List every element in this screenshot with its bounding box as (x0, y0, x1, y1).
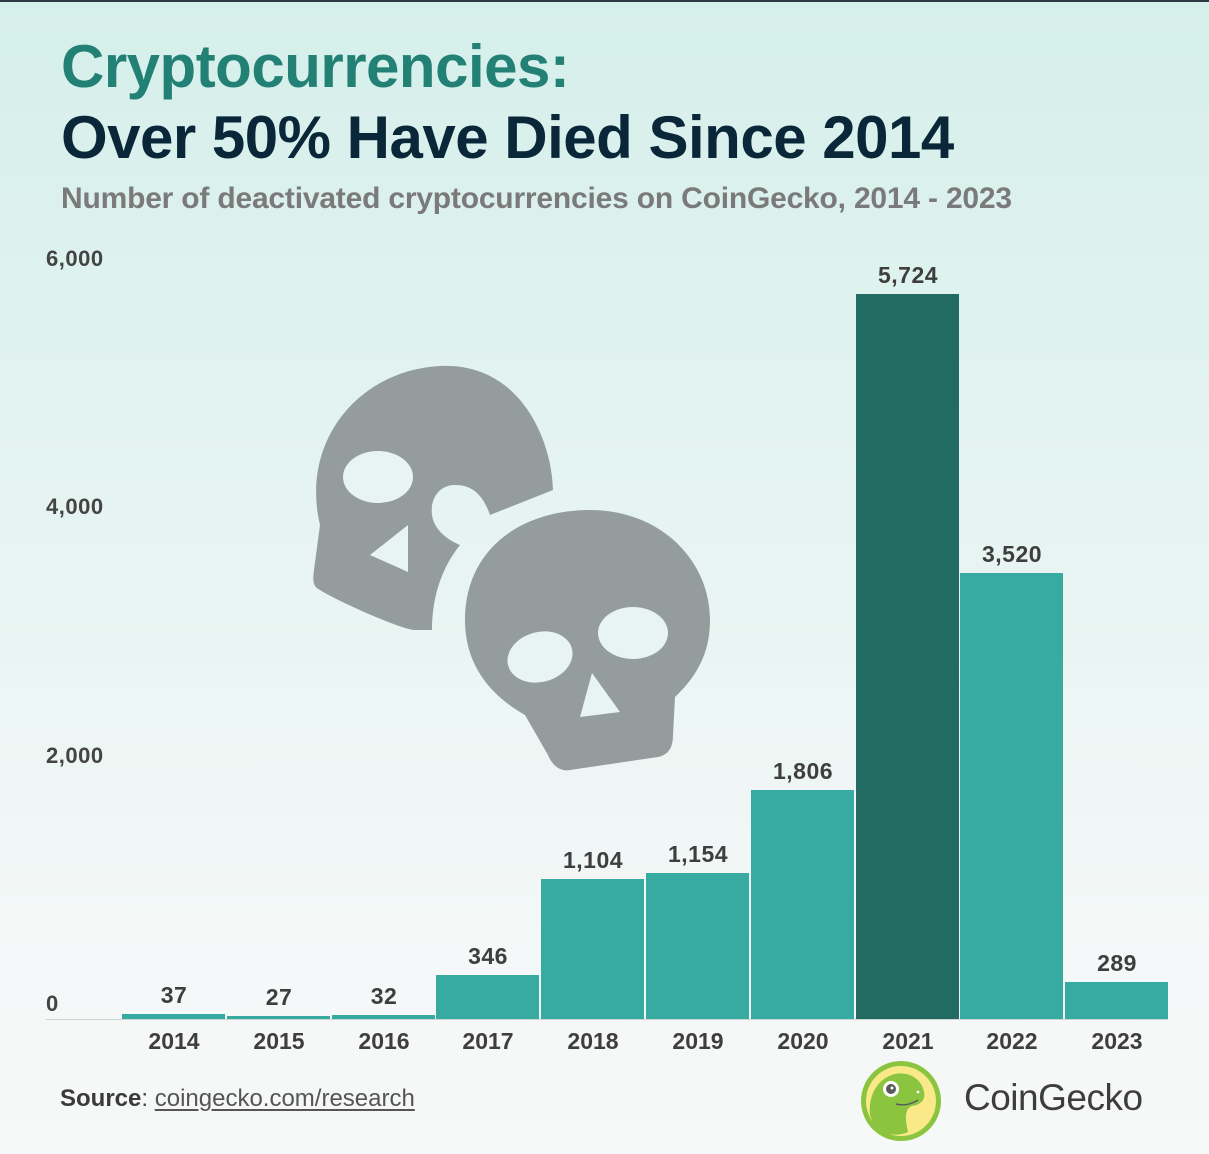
x-tick-label: 2015 (253, 1028, 305, 1054)
bar-2019 (646, 873, 749, 1019)
bar-value-label: 346 (468, 943, 508, 969)
bar-2016 (332, 1015, 435, 1019)
y-tick-2000: 2,000 (46, 743, 104, 768)
bar-value-label: 1,806 (772, 758, 834, 784)
top-border (0, 0, 1209, 2)
x-tick-label: 2022 (986, 1028, 1038, 1054)
x-axis-line (46, 1019, 1168, 1020)
source-note: Source: coingecko.com/research (60, 1085, 415, 1113)
bar-2023 (1065, 982, 1168, 1019)
bar-value-label: 37 (160, 982, 188, 1008)
bar-value-label: 3,520 (981, 541, 1043, 567)
bar-value-label: 1,154 (667, 841, 729, 867)
bar-value-label: 289 (1097, 950, 1137, 976)
bar-2017 (436, 975, 539, 1019)
bar-2020 (751, 790, 854, 1019)
x-tick-label: 2019 (672, 1028, 724, 1054)
bar-2021 (856, 294, 959, 1019)
brand-name: CoinGecko (964, 1077, 1143, 1118)
bar-value-label: 27 (265, 984, 293, 1010)
bar-value-label: 32 (370, 983, 398, 1009)
y-tick-4000: 4,000 (46, 494, 104, 519)
x-tick-label: 2014 (148, 1028, 200, 1054)
y-tick-0: 0 (46, 991, 59, 1016)
bar-2015 (227, 1016, 330, 1019)
bar-2022 (960, 573, 1063, 1019)
chart-title-line1: Cryptocurrencies: (61, 33, 570, 100)
bar-2014 (122, 1014, 225, 1019)
coingecko-logo-icon (861, 1061, 941, 1141)
x-tick-label: 2021 (882, 1028, 934, 1054)
source-link[interactable]: coingecko.com/research (154, 1085, 415, 1112)
x-tick-label: 2020 (777, 1028, 829, 1054)
x-tick-label: 2023 (1091, 1028, 1143, 1054)
chart-subtitle: Number of deactivated cryptocurrencies o… (61, 182, 1012, 215)
skulls-icon (313, 365, 710, 771)
x-tick-label: 2018 (567, 1028, 619, 1054)
x-tick-label: 2017 (462, 1028, 514, 1054)
bar-value-label: 5,724 (877, 262, 939, 288)
chart-title-line2: Over 50% Have Died Since 2014 (61, 104, 954, 171)
source-label: Source (60, 1085, 142, 1112)
bar-value-label: 1,104 (562, 847, 624, 873)
x-tick-label: 2016 (358, 1028, 410, 1054)
source-separator: : (141, 1085, 155, 1112)
y-tick-6000: 6,000 (46, 246, 104, 271)
bar-2018 (541, 879, 644, 1019)
